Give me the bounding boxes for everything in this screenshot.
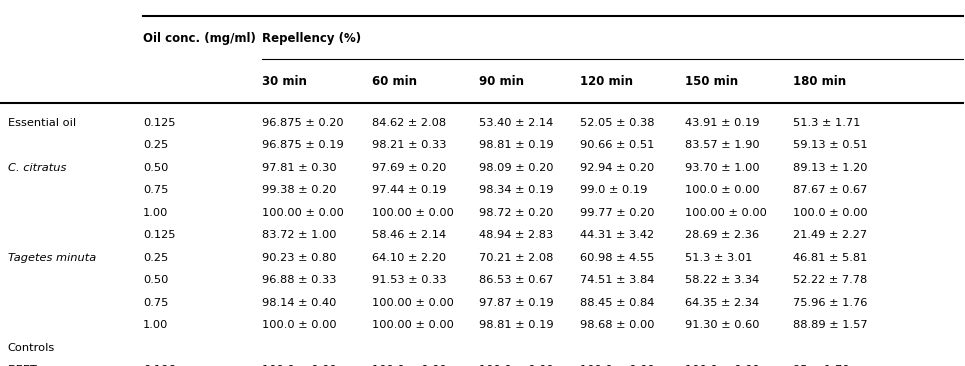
Text: 86.53 ± 0.67: 86.53 ± 0.67 — [479, 275, 553, 285]
Text: 150 min: 150 min — [685, 75, 738, 88]
Text: DEET: DEET — [8, 365, 38, 366]
Text: 83.57 ± 1.90: 83.57 ± 1.90 — [685, 140, 759, 150]
Text: 100.0 ± 0.00: 100.0 ± 0.00 — [685, 365, 759, 366]
Text: 98.68 ± 0.00: 98.68 ± 0.00 — [580, 320, 654, 330]
Text: 0.75: 0.75 — [143, 185, 168, 195]
Text: 43.91 ± 0.19: 43.91 ± 0.19 — [685, 117, 759, 128]
Text: 0.125: 0.125 — [143, 117, 176, 128]
Text: 74.51 ± 3.84: 74.51 ± 3.84 — [580, 275, 654, 285]
Text: 97.87 ± 0.19: 97.87 ± 0.19 — [479, 298, 553, 308]
Text: 89.13 ± 1.20: 89.13 ± 1.20 — [793, 163, 868, 173]
Text: 98.34 ± 0.19: 98.34 ± 0.19 — [479, 185, 553, 195]
Text: 51.3 ± 3.01: 51.3 ± 3.01 — [685, 253, 753, 263]
Text: 99.77 ± 0.20: 99.77 ± 0.20 — [580, 208, 654, 218]
Text: 100.0 ± 0.00: 100.0 ± 0.00 — [580, 365, 654, 366]
Text: 64.10 ± 2.20: 64.10 ± 2.20 — [372, 253, 447, 263]
Text: 48.94 ± 2.83: 48.94 ± 2.83 — [479, 230, 553, 240]
Text: 1.00: 1.00 — [143, 320, 168, 330]
Text: 59.13 ± 0.51: 59.13 ± 0.51 — [793, 140, 868, 150]
Text: 58.22 ± 3.34: 58.22 ± 3.34 — [685, 275, 759, 285]
Text: C. citratus: C. citratus — [8, 163, 66, 173]
Text: 91.30 ± 0.60: 91.30 ± 0.60 — [685, 320, 759, 330]
Text: 98.09 ± 0.20: 98.09 ± 0.20 — [479, 163, 553, 173]
Text: 64.35 ± 2.34: 64.35 ± 2.34 — [685, 298, 759, 308]
Text: 60 min: 60 min — [372, 75, 418, 88]
Text: 98.21 ± 0.33: 98.21 ± 0.33 — [372, 140, 447, 150]
Text: 28.69 ± 2.36: 28.69 ± 2.36 — [685, 230, 759, 240]
Text: 58.46 ± 2.14: 58.46 ± 2.14 — [372, 230, 447, 240]
Text: 75.96 ± 1.76: 75.96 ± 1.76 — [793, 298, 868, 308]
Text: 100.0 ± 0.00: 100.0 ± 0.00 — [479, 365, 553, 366]
Text: 98.81 ± 0.19: 98.81 ± 0.19 — [479, 140, 553, 150]
Text: 87.67 ± 0.67: 87.67 ± 0.67 — [793, 185, 868, 195]
Text: 100.00 ± 0.00: 100.00 ± 0.00 — [372, 298, 455, 308]
Text: 93.70 ± 1.00: 93.70 ± 1.00 — [685, 163, 759, 173]
Text: 90 min: 90 min — [479, 75, 524, 88]
Text: 100.0 ± 0.00: 100.0 ± 0.00 — [262, 320, 337, 330]
Text: 180 min: 180 min — [793, 75, 846, 88]
Text: 98.14 ± 0.40: 98.14 ± 0.40 — [262, 298, 337, 308]
Text: 1.00: 1.00 — [143, 208, 168, 218]
Text: Tagetes minuta: Tagetes minuta — [8, 253, 96, 263]
Text: 97.81 ± 0.30: 97.81 ± 0.30 — [262, 163, 337, 173]
Text: 84.62 ± 2.08: 84.62 ± 2.08 — [372, 117, 447, 128]
Text: 0.125: 0.125 — [143, 230, 176, 240]
Text: 100.00 ± 0.00: 100.00 ± 0.00 — [685, 208, 767, 218]
Text: 99.0 ± 0.19: 99.0 ± 0.19 — [580, 185, 648, 195]
Text: Repellency (%): Repellency (%) — [262, 32, 362, 45]
Text: 96.88 ± 0.33: 96.88 ± 0.33 — [262, 275, 337, 285]
Text: 51.3 ± 1.71: 51.3 ± 1.71 — [793, 117, 861, 128]
Text: Essential oil: Essential oil — [8, 117, 76, 128]
Text: 52.22 ± 7.78: 52.22 ± 7.78 — [793, 275, 868, 285]
Text: 97.69 ± 0.20: 97.69 ± 0.20 — [372, 163, 447, 173]
Text: 44.31 ± 3.42: 44.31 ± 3.42 — [580, 230, 654, 240]
Text: 92.94 ± 0.20: 92.94 ± 0.20 — [580, 163, 654, 173]
Text: 96.875 ± 0.19: 96.875 ± 0.19 — [262, 140, 345, 150]
Text: 46.81 ± 5.81: 46.81 ± 5.81 — [793, 253, 868, 263]
Text: 21.49 ± 2.27: 21.49 ± 2.27 — [793, 230, 868, 240]
Text: 100.00 ± 0.00: 100.00 ± 0.00 — [372, 208, 455, 218]
Text: 53.40 ± 2.14: 53.40 ± 2.14 — [479, 117, 553, 128]
Text: 97.44 ± 0.19: 97.44 ± 0.19 — [372, 185, 447, 195]
Text: 99.38 ± 0.20: 99.38 ± 0.20 — [262, 185, 337, 195]
Text: 88.45 ± 0.84: 88.45 ± 0.84 — [580, 298, 654, 308]
Text: 98.72 ± 0.20: 98.72 ± 0.20 — [479, 208, 553, 218]
Text: 0.75: 0.75 — [143, 298, 168, 308]
Text: 0.50: 0.50 — [143, 163, 168, 173]
Text: 98.81 ± 0.19: 98.81 ± 0.19 — [479, 320, 553, 330]
Text: 120 min: 120 min — [580, 75, 633, 88]
Text: 0.25: 0.25 — [143, 140, 168, 150]
Text: 100.00 ± 0.00: 100.00 ± 0.00 — [372, 320, 455, 330]
Text: 100.0 ± 0.00: 100.0 ± 0.00 — [685, 185, 759, 195]
Text: 70.21 ± 2.08: 70.21 ± 2.08 — [479, 253, 553, 263]
Text: 100.0 ± 0.00: 100.0 ± 0.00 — [793, 208, 868, 218]
Text: 91.53 ± 0.33: 91.53 ± 0.33 — [372, 275, 447, 285]
Text: 96.875 ± 0.20: 96.875 ± 0.20 — [262, 117, 345, 128]
Text: 90.66 ± 0.51: 90.66 ± 0.51 — [580, 140, 654, 150]
Text: 90.23 ± 0.80: 90.23 ± 0.80 — [262, 253, 337, 263]
Text: 0.25: 0.25 — [143, 253, 168, 263]
Text: 100.00 ± 0.00: 100.00 ± 0.00 — [262, 208, 345, 218]
Text: 95 ± 1.70: 95 ± 1.70 — [793, 365, 850, 366]
Text: 30 min: 30 min — [262, 75, 308, 88]
Text: Controls: Controls — [8, 343, 55, 353]
Text: 100.0 ± 0.00: 100.0 ± 0.00 — [372, 365, 447, 366]
Text: Oil conc. (mg/ml): Oil conc. (mg/ml) — [143, 32, 256, 45]
Text: 60.98 ± 4.55: 60.98 ± 4.55 — [580, 253, 654, 263]
Text: 83.72 ± 1.00: 83.72 ± 1.00 — [262, 230, 337, 240]
Text: 0.196: 0.196 — [143, 365, 176, 366]
Text: 0.50: 0.50 — [143, 275, 168, 285]
Text: 88.89 ± 1.57: 88.89 ± 1.57 — [793, 320, 868, 330]
Text: 100.0 ± 0.00: 100.0 ± 0.00 — [262, 365, 337, 366]
Text: 52.05 ± 0.38: 52.05 ± 0.38 — [580, 117, 654, 128]
